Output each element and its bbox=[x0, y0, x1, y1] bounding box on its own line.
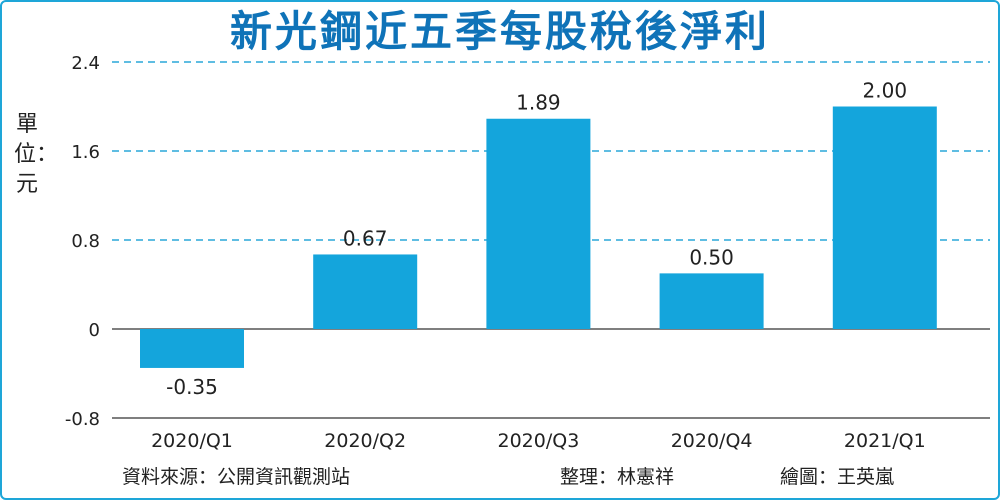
y-tick-label: 2.4 bbox=[71, 53, 100, 74]
compiler-credit: 整理：林憲祥 bbox=[560, 466, 675, 488]
y-axis-unit-label: 單位：元 bbox=[14, 112, 59, 197]
y-tick-label: 0 bbox=[89, 320, 100, 341]
data-label: 0.67 bbox=[343, 226, 388, 250]
x-tick-label: 2021/Q1 bbox=[844, 430, 926, 452]
data-label: 0.50 bbox=[689, 245, 734, 269]
y-tick-label: -0.8 bbox=[65, 409, 100, 430]
x-tick-label: 2020/Q1 bbox=[151, 430, 233, 452]
bar bbox=[659, 273, 764, 329]
bar bbox=[832, 106, 937, 329]
bar bbox=[140, 329, 244, 368]
source-credit: 資料來源：公開資訊觀測站 bbox=[122, 466, 351, 488]
title-wrapper: 新光鋼近五季每股稅後淨利 bbox=[0, 4, 1000, 60]
data-label: 1.89 bbox=[516, 91, 561, 115]
x-tick-label: 2020/Q2 bbox=[324, 430, 406, 452]
x-tick-label: 2020/Q3 bbox=[497, 430, 579, 452]
y-tick-label: 0.8 bbox=[71, 231, 100, 252]
x-tick-label: 2020/Q4 bbox=[671, 430, 753, 452]
y-tick-label: 1.6 bbox=[71, 142, 100, 163]
chart-title: 新光鋼近五季每股稅後淨利 bbox=[215, 4, 784, 60]
bar bbox=[313, 254, 418, 329]
data-label: -0.35 bbox=[166, 375, 218, 399]
bar bbox=[486, 118, 591, 329]
graphic-credit: 繪圖：王英嵐 bbox=[780, 466, 895, 488]
data-label: 2.00 bbox=[863, 79, 908, 103]
